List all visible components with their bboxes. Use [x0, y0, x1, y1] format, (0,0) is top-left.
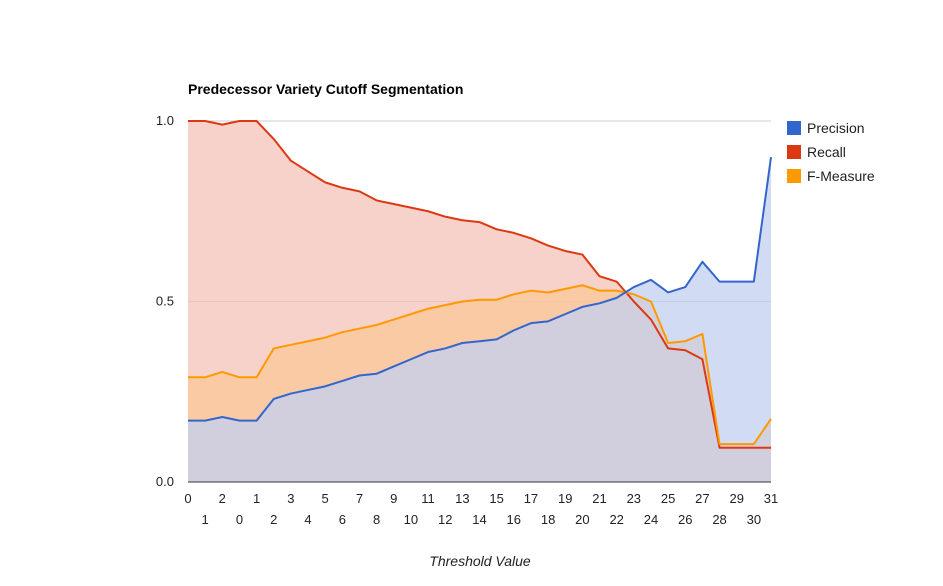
- legend-label-recall: Recall: [807, 144, 846, 160]
- x-axis-ticks: 0 2 1 3 5 7 9 11 13 15 17 19 21 23 25 27 29 311 0 2 4 6 8 10 12 1…: [184, 491, 778, 527]
- chart-title: Predecessor Variety Cutoff Segmentation: [188, 81, 463, 97]
- x-tick-label: 12: [438, 512, 452, 527]
- area-precision: [188, 157, 771, 482]
- legend-label-f-measure: F-Measure: [807, 168, 875, 184]
- y-tick-label: 0.0: [156, 474, 174, 489]
- x-tick-label: 7: [356, 491, 363, 506]
- x-tick-label: 13: [455, 491, 469, 506]
- x-tick-label: 23: [627, 491, 641, 506]
- x-tick-label: 26: [678, 512, 692, 527]
- x-tick-label: 27: [695, 491, 709, 506]
- y-tick-label: 1.0: [156, 113, 174, 128]
- x-tick-label: 5: [322, 491, 329, 506]
- x-tick-label: 1: [253, 491, 260, 506]
- x-tick-label: 28: [712, 512, 726, 527]
- x-tick-label: 29: [729, 491, 743, 506]
- x-tick-label: 6: [339, 512, 346, 527]
- x-tick-label: 18: [541, 512, 555, 527]
- x-tick-label: 11: [421, 491, 435, 506]
- x-tick-label: 10: [404, 512, 418, 527]
- line-recall: [188, 120, 771, 449]
- x-tick-label: 21: [592, 491, 606, 506]
- x-tick-label: 4: [304, 512, 311, 527]
- x-tick-label: 22: [609, 512, 623, 527]
- x-tick-label: 19: [558, 491, 572, 506]
- x-tick-label: 17: [524, 491, 538, 506]
- x-tick-label: 8: [373, 512, 380, 527]
- legend-label-precision: Precision: [807, 120, 865, 136]
- x-tick-label: 9: [390, 491, 397, 506]
- y-axis-ticks: 0.0 0.5 1.0: [156, 113, 174, 489]
- legend-swatch-recall: [787, 145, 801, 159]
- x-tick-label: 2: [270, 512, 277, 527]
- series-lines: [188, 120, 772, 449]
- x-tick-label: 31: [764, 491, 778, 506]
- y-tick-label: 0.5: [156, 294, 174, 309]
- x-tick-label: 25: [661, 491, 675, 506]
- x-tick-label: 0: [236, 512, 243, 527]
- x-tick-label: 16: [507, 512, 521, 527]
- x-tick-label: 24: [644, 512, 658, 527]
- x-tick-label: 15: [489, 491, 503, 506]
- x-tick-label: 20: [575, 512, 589, 527]
- legend: Precision Recall F-Measure: [787, 120, 875, 184]
- x-tick-label: 0: [184, 491, 191, 506]
- x-tick-label: 14: [472, 512, 486, 527]
- x-tick-label: 1: [202, 512, 209, 527]
- line-precision: [188, 156, 772, 422]
- x-tick-label: 30: [747, 512, 761, 527]
- x-tick-label: 2: [219, 491, 226, 506]
- x-axis-label: Threshold Value: [429, 553, 531, 569]
- legend-swatch-f-measure: [787, 169, 801, 183]
- legend-swatch-precision: [787, 121, 801, 135]
- series-areas: [188, 121, 771, 482]
- line-f-measure: [188, 284, 772, 446]
- x-tick-label: 3: [287, 491, 294, 506]
